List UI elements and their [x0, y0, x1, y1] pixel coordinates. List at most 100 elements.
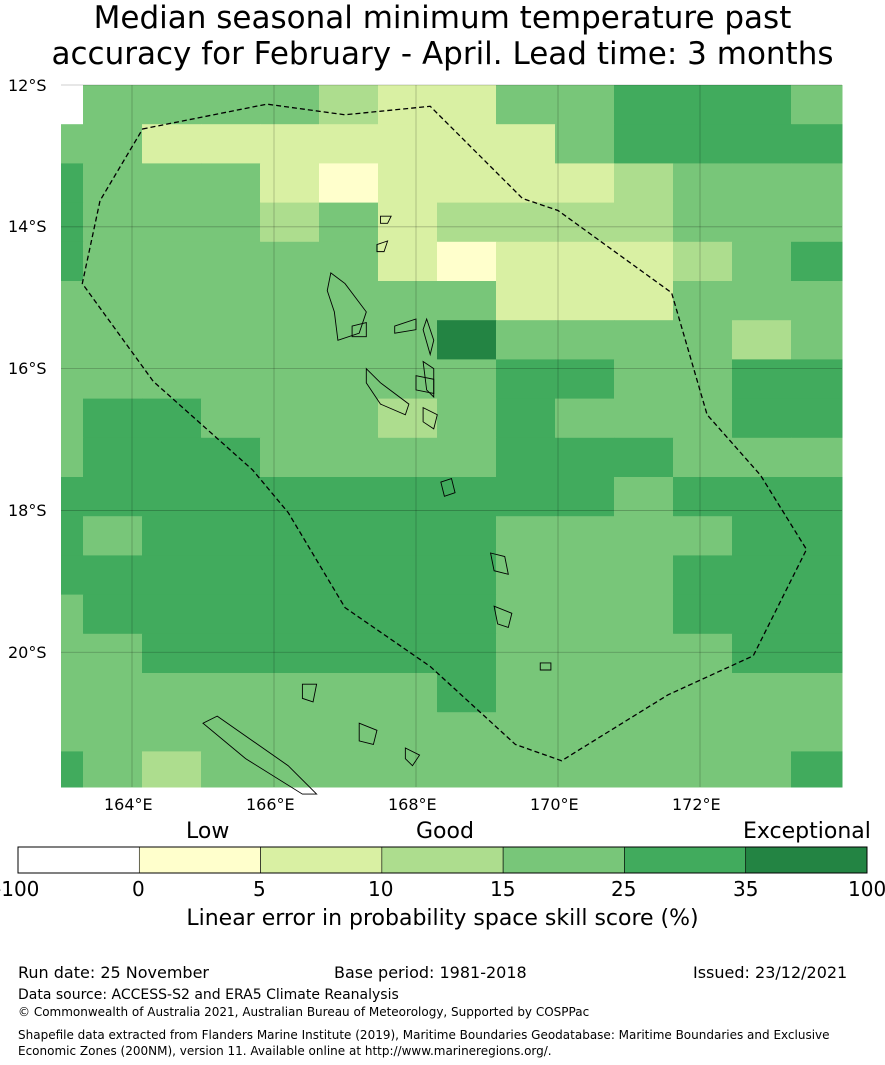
skill-cell — [319, 516, 379, 556]
skill-cell — [437, 594, 497, 635]
skill-cell — [673, 751, 733, 788]
skill-cell — [142, 241, 202, 282]
skill-cell — [61, 241, 84, 282]
skill-cell — [791, 163, 843, 204]
skill-cell — [142, 555, 202, 596]
colorbar-tick: 0 — [132, 877, 145, 901]
skill-cell — [142, 398, 202, 439]
skill-cell — [260, 202, 320, 243]
skill-cell — [61, 359, 84, 400]
skill-cell — [201, 633, 261, 674]
skill-cell — [61, 437, 84, 478]
skill-cell — [614, 124, 674, 164]
skill-cell — [201, 124, 261, 164]
skill-cell — [61, 202, 84, 243]
skill-cell — [614, 751, 674, 788]
colorbar — [17, 846, 868, 874]
skill-cell — [437, 477, 497, 517]
skill-cell — [555, 516, 615, 556]
skill-cell — [437, 751, 497, 788]
chart-title: Median seasonal minimum temperature past… — [0, 0, 885, 72]
skill-cell — [673, 555, 733, 596]
skill-cell — [673, 281, 733, 321]
skill-cell — [83, 555, 143, 596]
skill-cell — [260, 633, 320, 674]
skill-cell — [319, 281, 379, 321]
skill-cell — [614, 359, 674, 400]
skill-cell — [319, 398, 379, 439]
skill-cell — [555, 85, 615, 125]
skill-cell — [260, 241, 320, 282]
skill-cell — [673, 85, 733, 125]
skill-cell — [61, 398, 84, 439]
skill-cell — [732, 477, 792, 517]
skill-cell — [378, 241, 438, 282]
skill-cell — [378, 712, 438, 752]
skill-cell — [201, 202, 261, 243]
skill-cell — [260, 477, 320, 517]
skill-cell — [142, 281, 202, 321]
skill-cell — [378, 673, 438, 713]
skill-cell — [732, 85, 792, 125]
colorbar-bin — [260, 846, 383, 874]
skill-cell — [260, 712, 320, 752]
skill-cell — [614, 320, 674, 360]
skill-cell — [61, 163, 84, 204]
skill-cell — [83, 516, 143, 556]
skill-cell — [201, 281, 261, 321]
skill-cell — [142, 516, 202, 556]
skill-cell — [83, 163, 143, 204]
skill-cell — [732, 398, 792, 439]
skill-cell — [319, 673, 379, 713]
skill-cell — [319, 359, 379, 400]
colorbar-bin — [502, 846, 625, 874]
island-outline — [202, 715, 318, 795]
skill-cell — [83, 241, 143, 282]
skill-cell — [83, 85, 143, 125]
skill-cell — [614, 281, 674, 321]
colorbar-bin — [745, 846, 868, 874]
skill-cell — [496, 516, 556, 556]
colorbar-tick: 35 — [733, 877, 759, 901]
eez-boundary — [81, 103, 808, 762]
skill-cell — [555, 633, 615, 674]
skill-cell — [437, 516, 497, 556]
skill-cell — [61, 320, 84, 360]
colorbar-bin — [17, 846, 140, 874]
lat-tick-label: 16°S — [8, 359, 47, 378]
lat-tick-label: 14°S — [8, 217, 47, 236]
skill-cell — [791, 281, 843, 321]
skill-cell — [437, 359, 497, 400]
skill-cell — [83, 673, 143, 713]
skill-cell — [319, 555, 379, 596]
lon-tick-label: 166°E — [246, 795, 295, 814]
colorbar-tick: -100 — [0, 877, 40, 901]
skill-cell — [673, 202, 733, 243]
skill-cell — [732, 555, 792, 596]
skill-cell — [673, 673, 733, 713]
skill-cell — [142, 712, 202, 752]
skill-cell — [142, 85, 202, 125]
skill-cell — [83, 124, 143, 164]
skill-cell — [201, 477, 261, 517]
skill-cell — [673, 594, 733, 635]
skill-cell — [791, 437, 843, 478]
skill-cell — [201, 673, 261, 713]
skill-cell — [673, 633, 733, 674]
skill-cell — [555, 241, 615, 282]
skill-cell — [496, 555, 556, 596]
skill-cell — [142, 751, 202, 788]
skill-cell — [791, 398, 843, 439]
skill-cell — [732, 594, 792, 635]
skill-cell — [673, 437, 733, 478]
skill-cell — [201, 359, 261, 400]
skill-cell — [260, 751, 320, 788]
skill-cell — [614, 163, 674, 204]
skill-cell — [791, 673, 843, 713]
legend-category-good: Good — [416, 819, 474, 844]
skill-cell — [142, 163, 202, 204]
skill-cell — [732, 241, 792, 282]
skill-cell — [201, 398, 261, 439]
skill-cell — [555, 437, 615, 478]
